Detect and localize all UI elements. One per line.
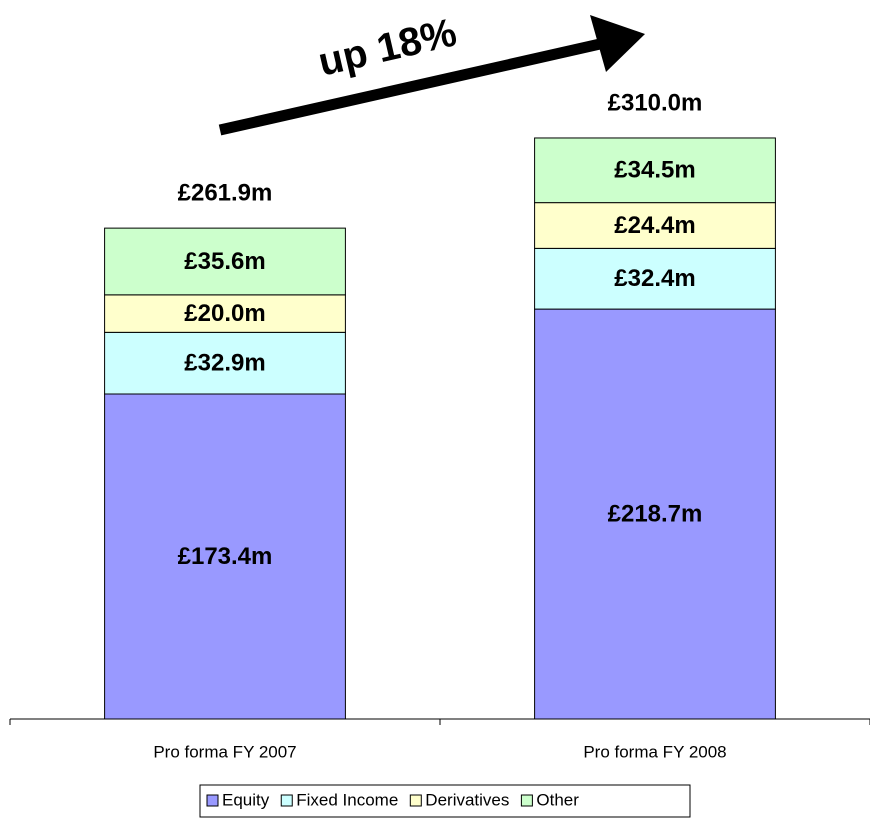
x-tick-label: Pro forma FY 2007 bbox=[153, 742, 296, 761]
bar-segment bbox=[104, 393, 346, 720]
legend-label: Equity bbox=[222, 790, 270, 809]
arrow-shaft bbox=[218, 38, 602, 136]
legend-label: Other bbox=[536, 790, 579, 809]
legend-swatch bbox=[280, 794, 293, 807]
bar-segment bbox=[104, 294, 346, 333]
value-label: £173.4m bbox=[178, 543, 273, 570]
bar-segment bbox=[534, 137, 776, 204]
bar-segment bbox=[534, 202, 776, 249]
value-label: £35.6m bbox=[184, 248, 265, 275]
bar-segment bbox=[534, 308, 776, 720]
value-label: £32.4m bbox=[614, 265, 695, 292]
value-label: £24.4m bbox=[614, 212, 695, 239]
bar-segment bbox=[534, 247, 776, 310]
total-label: £310.0m bbox=[608, 89, 703, 116]
legend-label: Fixed Income bbox=[296, 790, 398, 809]
legend-box bbox=[199, 784, 691, 818]
total-label: £261.9m bbox=[178, 179, 273, 206]
annotation: up 18% bbox=[314, 10, 460, 84]
value-label: £34.5m bbox=[614, 157, 695, 184]
bar-segment bbox=[104, 227, 346, 296]
legend-swatch bbox=[520, 794, 533, 807]
x-tick-label: Pro forma FY 2008 bbox=[583, 742, 726, 761]
value-label: £32.9m bbox=[184, 350, 265, 377]
legend-swatch bbox=[409, 794, 422, 807]
legend-swatch bbox=[206, 794, 219, 807]
arrow-head bbox=[590, 15, 645, 72]
value-label: £218.7m bbox=[608, 500, 703, 527]
value-label: £20.0m bbox=[184, 300, 265, 327]
legend-label: Derivatives bbox=[425, 790, 509, 809]
bar-segment bbox=[104, 331, 346, 395]
